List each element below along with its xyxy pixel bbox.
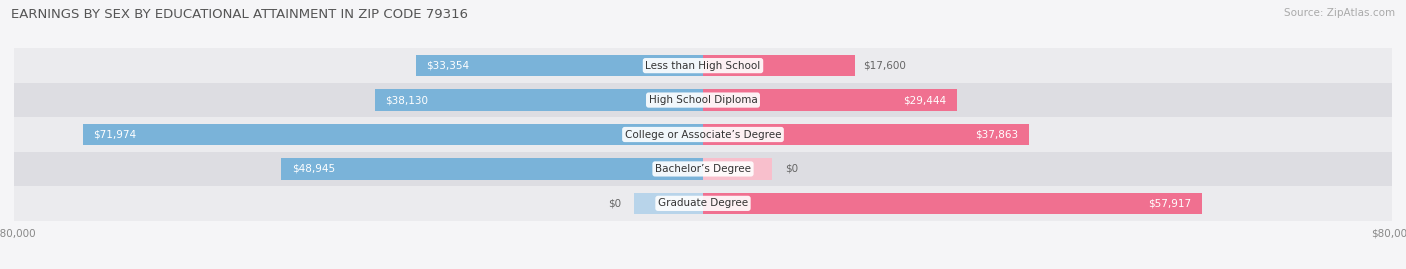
Text: Bachelor’s Degree: Bachelor’s Degree [655,164,751,174]
Bar [703,124,1029,145]
Bar [703,158,772,180]
Text: $0: $0 [785,164,799,174]
Bar [703,89,956,111]
Bar [83,124,703,145]
Text: College or Associate’s Degree: College or Associate’s Degree [624,129,782,140]
Bar [281,158,703,180]
Bar [14,117,1392,152]
Bar [14,48,1392,83]
Text: $37,863: $37,863 [976,129,1019,140]
Text: Source: ZipAtlas.com: Source: ZipAtlas.com [1284,8,1395,18]
Bar [703,55,855,76]
Bar [14,152,1392,186]
Text: $71,974: $71,974 [94,129,136,140]
Text: $29,444: $29,444 [903,95,946,105]
Text: $0: $0 [607,198,621,208]
Text: $38,130: $38,130 [385,95,427,105]
Text: EARNINGS BY SEX BY EDUCATIONAL ATTAINMENT IN ZIP CODE 79316: EARNINGS BY SEX BY EDUCATIONAL ATTAINMEN… [11,8,468,21]
Text: $33,354: $33,354 [426,61,470,71]
Bar [634,193,703,214]
Bar [416,55,703,76]
Text: Graduate Degree: Graduate Degree [658,198,748,208]
Text: Less than High School: Less than High School [645,61,761,71]
Bar [374,89,703,111]
Text: $48,945: $48,945 [292,164,335,174]
Text: $57,917: $57,917 [1149,198,1191,208]
Text: High School Diploma: High School Diploma [648,95,758,105]
Text: $17,600: $17,600 [863,61,905,71]
Bar [703,193,1202,214]
Bar [14,186,1392,221]
Bar [14,83,1392,117]
